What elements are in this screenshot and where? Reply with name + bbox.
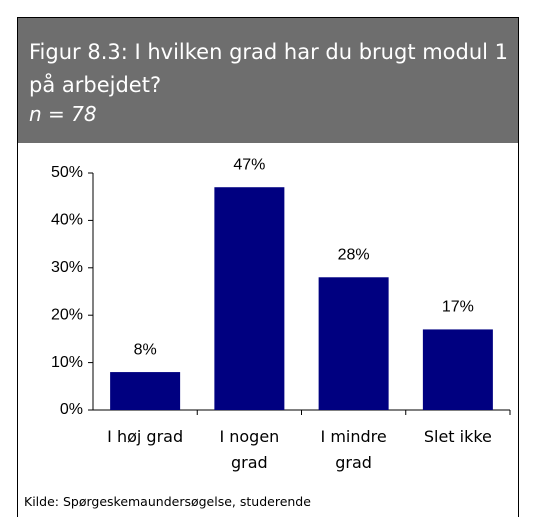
header — [18, 18, 518, 143]
y-tick-label: 40% — [51, 212, 83, 229]
x-tick-label: Slet ikke — [423, 427, 492, 446]
y-tick-label: 0% — [60, 401, 83, 418]
y-tick-label: 20% — [51, 306, 83, 323]
source: Kilde: Spørgeskemaundersøgelse, studeren… — [24, 494, 311, 509]
x-tick-label: I mindre grad — [320, 427, 387, 472]
y-tick-label: 10% — [51, 354, 83, 371]
value-label: 17% — [442, 299, 474, 316]
frame — [17, 17, 519, 517]
chart-title: Figur 8.3: I hvilken grad har du brugt m… — [29, 40, 509, 97]
y-tick-label: 30% — [51, 259, 83, 276]
value-label: 28% — [338, 246, 370, 263]
bar — [422, 329, 493, 410]
chart-subtitle: n = 78 — [29, 102, 97, 126]
x-tick-label: I høj grad — [107, 427, 184, 446]
x-tick-label: I nogen grad — [219, 427, 280, 472]
bar — [318, 277, 389, 410]
value-label: 47% — [233, 156, 265, 173]
value-label: 8% — [134, 341, 157, 358]
bar — [214, 187, 285, 410]
y-tick-label: 50% — [51, 164, 83, 181]
bar — [110, 372, 181, 410]
